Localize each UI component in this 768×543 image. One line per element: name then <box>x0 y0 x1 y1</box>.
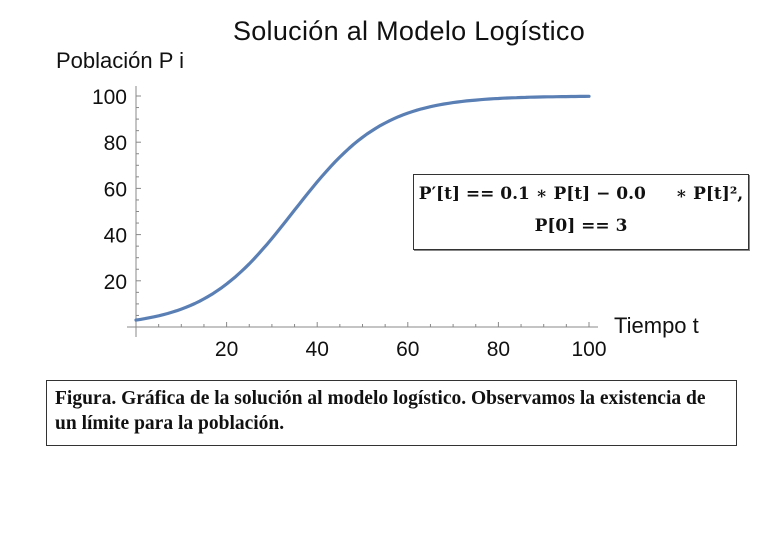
axes: 20 40 60 80 100 20 40 60 80 100 <box>92 86 607 361</box>
x-axis-label: Tiempo t <box>614 313 699 338</box>
y-tick-label: 80 <box>104 132 127 155</box>
chart-title: Solución al Modelo Logístico <box>232 16 586 46</box>
equation-box: P′[t] == 0.1 ∗ P[t] − 0.0 ∗ P[t]², P[0] … <box>413 174 749 250</box>
x-tick-label: 60 <box>396 338 419 361</box>
equation-line-2: P[0] == 3 <box>534 216 628 236</box>
y-tick-label: 100 <box>92 86 127 109</box>
y-tick-label: 20 <box>104 271 127 294</box>
logistic-curve <box>134 94 591 322</box>
x-tick-label: 100 <box>571 338 606 361</box>
figure-caption: Figura. Gráfica de la solución al modelo… <box>46 380 737 446</box>
x-tick-label: 20 <box>215 338 238 361</box>
x-tick-label: 80 <box>487 338 510 361</box>
y-tick-label: 60 <box>104 178 127 201</box>
y-axis-label: Población P i <box>56 48 185 73</box>
equation-line-1: P′[t] == 0.1 ∗ P[t] − 0.0 ∗ P[t]², <box>418 184 744 204</box>
y-tick-label: 40 <box>104 225 127 248</box>
x-tick-label: 40 <box>306 338 329 361</box>
